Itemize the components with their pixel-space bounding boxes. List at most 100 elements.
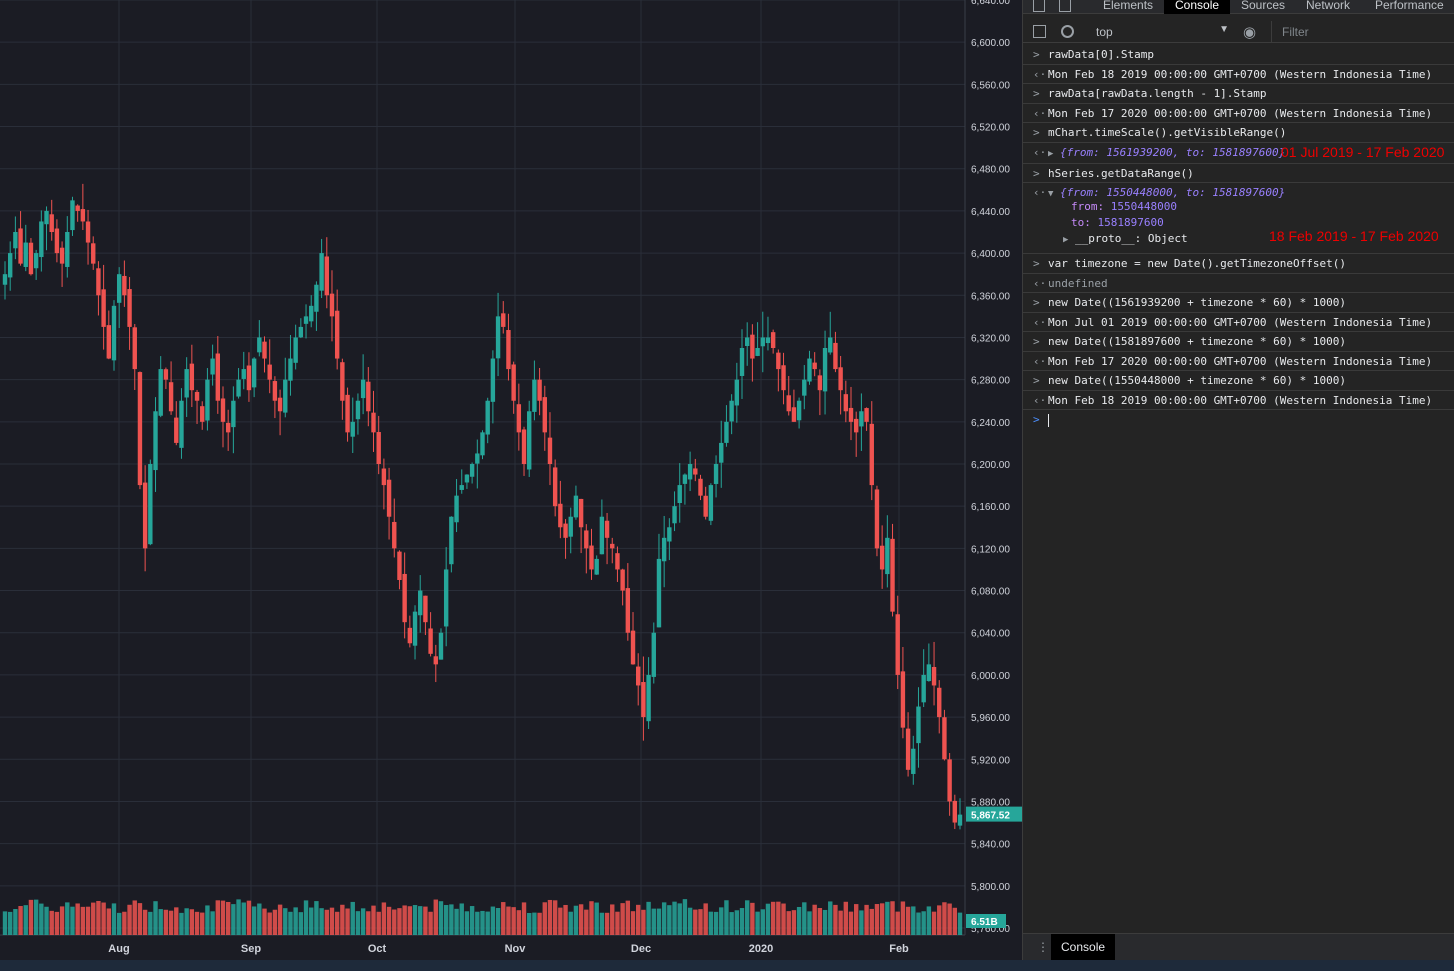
volume-bar bbox=[7, 911, 13, 935]
candle-body bbox=[454, 495, 459, 523]
candle-body bbox=[770, 332, 776, 348]
volume-bar bbox=[381, 902, 387, 935]
tab-network[interactable]: Network bbox=[1306, 0, 1351, 12]
candle-body bbox=[412, 611, 418, 646]
volume-bar bbox=[334, 911, 340, 935]
tab-console[interactable]: Console bbox=[1164, 0, 1231, 14]
candlestick-chart[interactable]: 6,640.00 6,600.00 6,560.00 6,520.00 6,480.00… bbox=[0, 0, 1022, 960]
volume-bar bbox=[563, 904, 568, 935]
console-prompt[interactable]: > bbox=[1023, 410, 1454, 430]
device-toolbar-icon[interactable] bbox=[1059, 0, 1071, 12]
candle-body bbox=[148, 464, 153, 545]
result-icon: ‹· bbox=[1033, 354, 1047, 368]
candle-body bbox=[724, 421, 729, 443]
volume-bar bbox=[184, 908, 189, 935]
console-input-line: > mChart.timeScale().getVisibleRange() bbox=[1023, 123, 1454, 143]
eye-icon[interactable]: ◉ bbox=[1243, 24, 1257, 41]
text-cursor bbox=[1048, 413, 1049, 427]
price-tick-label: 5,960.00 bbox=[971, 713, 1010, 724]
candle-body bbox=[879, 545, 885, 570]
candle-body bbox=[309, 305, 314, 322]
volume-bar bbox=[672, 901, 677, 935]
drawer-bar: ⋮ Console bbox=[1023, 933, 1454, 960]
candle-body bbox=[853, 418, 859, 433]
chart-pane[interactable]: 6,640.00 6,600.00 6,560.00 6,520.00 6,480.00… bbox=[0, 0, 1022, 960]
volume-bar bbox=[552, 900, 558, 935]
candle-body bbox=[293, 337, 298, 363]
console-toolbar: top ▼ ◉ Filter bbox=[1023, 21, 1454, 43]
tab-performance[interactable]: Performance bbox=[1375, 0, 1444, 12]
volume-bar bbox=[532, 912, 537, 935]
console-input-line: > new Date((1561939200 + timezone * 60) *… bbox=[1023, 293, 1454, 313]
candle-body bbox=[905, 728, 911, 770]
volume-bar bbox=[277, 904, 283, 935]
candle-body bbox=[480, 432, 485, 456]
volume-bar bbox=[44, 906, 49, 935]
console-object-output[interactable]: ‹· ▼ {from: 1550448000, to: 1581897600} f… bbox=[1023, 183, 1454, 254]
console-output-line[interactable]: ‹· ▶ {from: 1561939200, to: 1581897600} 0… bbox=[1023, 143, 1454, 164]
candle-body bbox=[781, 365, 786, 391]
volume-bar bbox=[59, 906, 65, 935]
candle-body bbox=[822, 348, 828, 392]
candle-body bbox=[438, 632, 444, 660]
volume-bar bbox=[288, 911, 293, 935]
prompt-icon: > bbox=[1033, 296, 1040, 309]
volume-bar bbox=[54, 911, 60, 935]
collapse-arrow-icon: ▼ bbox=[1048, 189, 1054, 199]
volume-bar bbox=[350, 901, 355, 935]
volume-bar bbox=[137, 903, 143, 935]
devtools-tab-bar: Elements Console Sources Network Perform… bbox=[1023, 0, 1454, 14]
volume-bar bbox=[646, 901, 651, 935]
candle-body bbox=[506, 330, 511, 370]
candle-body bbox=[703, 495, 708, 517]
filter-input[interactable]: Filter bbox=[1271, 21, 1454, 43]
candle-body bbox=[241, 369, 246, 379]
volume-bar bbox=[376, 911, 381, 935]
volume-bar bbox=[241, 902, 246, 935]
context-selector[interactable]: top ▼ bbox=[1096, 24, 1229, 39]
candle-body bbox=[812, 362, 817, 370]
inspect-icon[interactable] bbox=[1033, 0, 1045, 12]
sidebar-toggle-icon[interactable] bbox=[1033, 25, 1046, 38]
candle-body bbox=[75, 205, 80, 211]
candle-body bbox=[142, 482, 148, 549]
price-tick-label: 6,320.00 bbox=[971, 333, 1010, 344]
volume-bar bbox=[65, 902, 70, 935]
drawer-tab-console[interactable]: Console bbox=[1051, 934, 1116, 960]
price-tick-label: 6,200.00 bbox=[971, 460, 1010, 471]
price-tick-label: 6,160.00 bbox=[971, 502, 1010, 513]
tab-elements[interactable]: Elements bbox=[1103, 0, 1154, 12]
volume-bar bbox=[449, 904, 454, 935]
console-output-line: ‹· Mon Jul 01 2019 00:00:00 GMT+0700 (Wes… bbox=[1023, 313, 1454, 332]
expand-arrow-icon: ▶ bbox=[1063, 235, 1069, 245]
volume-bar bbox=[516, 910, 522, 935]
candle-body bbox=[807, 358, 812, 382]
volume-bar bbox=[386, 906, 392, 935]
volume-bar bbox=[49, 910, 54, 935]
volume-bar bbox=[957, 912, 963, 935]
volume-bar bbox=[615, 911, 620, 935]
more-options-icon[interactable]: ⋮ bbox=[1037, 940, 1049, 954]
price-tick-label: 6,040.00 bbox=[971, 629, 1010, 640]
candle-body bbox=[334, 310, 340, 359]
candle-body bbox=[594, 558, 599, 575]
candle-body bbox=[895, 614, 900, 675]
volume-bar bbox=[469, 906, 475, 935]
price-tick-label: 5,800.00 bbox=[971, 882, 1010, 893]
candle-body bbox=[573, 495, 579, 518]
candle-body bbox=[225, 422, 231, 433]
volume-bar bbox=[693, 909, 698, 935]
expand-arrow-icon: ▶ bbox=[1048, 148, 1054, 159]
candle-body bbox=[267, 364, 272, 380]
price-tick-label: 6,600.00 bbox=[971, 38, 1010, 49]
tab-sources[interactable]: Sources bbox=[1241, 0, 1286, 12]
volume-bar bbox=[713, 911, 719, 935]
volume-bar bbox=[506, 906, 511, 935]
volume-bar bbox=[636, 904, 641, 935]
volume-bar bbox=[755, 911, 760, 935]
volume-bar bbox=[174, 907, 179, 935]
clear-console-icon[interactable] bbox=[1061, 25, 1074, 38]
volume-bar bbox=[475, 911, 480, 935]
candle-body bbox=[885, 537, 890, 575]
candle-body bbox=[158, 369, 163, 416]
